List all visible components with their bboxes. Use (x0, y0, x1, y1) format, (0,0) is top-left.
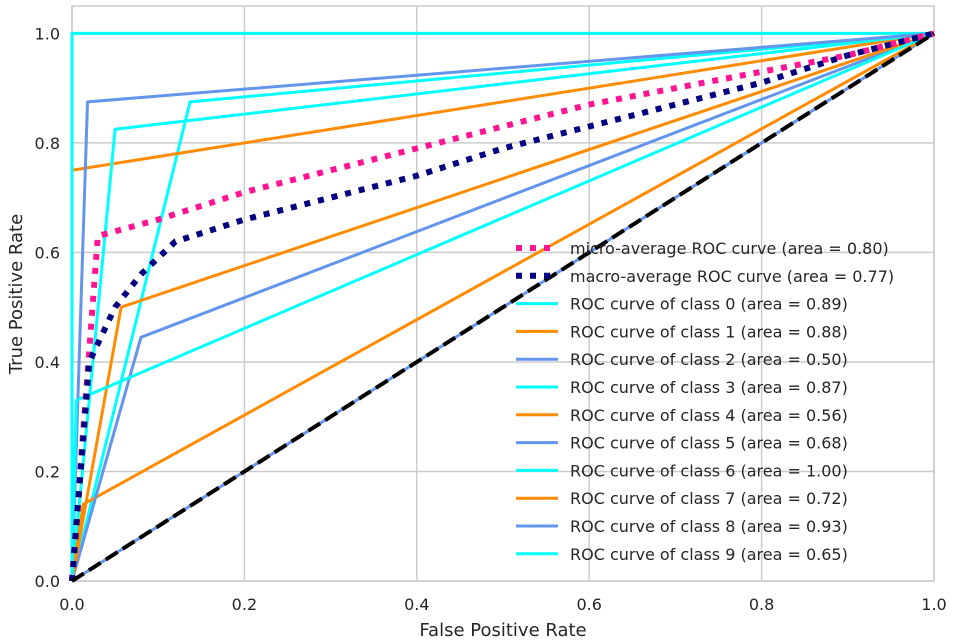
legend-label-10: ROC curve of class 8 (area = 0.93) (570, 517, 848, 536)
legend: micro-average ROC curve (area = 0.80) mac… (516, 239, 894, 564)
chance-diagonal-line (70, 31, 936, 583)
x-tick-label: 0.8 (749, 595, 774, 614)
legend-label-11: ROC curve of class 9 (area = 0.65) (570, 545, 848, 564)
y-tick-label: 0.2 (35, 462, 60, 481)
y-tick-label: 1.0 (35, 24, 60, 43)
series-line-7 (70, 31, 935, 582)
series-layer (69, 30, 936, 583)
x-axis-label: False Positive Rate (419, 620, 586, 641)
series-line-8 (70, 31, 934, 581)
legend-label-8: ROC curve of class 6 (area = 1.00) (570, 461, 848, 480)
x-tick-label: 0.0 (59, 595, 84, 614)
x-tick-label: 1.0 (921, 595, 946, 614)
y-tick-label: 0.6 (35, 243, 60, 262)
series-line-5 (70, 31, 935, 582)
series-line-2 (70, 31, 935, 582)
series-line-1 (69, 30, 935, 582)
x-tick-label: 0.2 (232, 595, 257, 614)
legend-label-0: micro-average ROC curve (area = 0.80) (570, 239, 889, 258)
y-tick-labels: 0.0 0.2 0.4 0.6 0.8 1.0 (35, 24, 60, 591)
legend-label-2: ROC curve of class 0 (area = 0.89) (570, 295, 848, 314)
legend-label-7: ROC curve of class 5 (area = 0.68) (570, 434, 848, 453)
y-tick-label: 0.4 (35, 353, 60, 372)
y-axis-label: True Positive Rate (6, 214, 27, 375)
series-line-9 (70, 31, 935, 582)
x-tick-label: 0.4 (404, 595, 429, 614)
legend-label-5: ROC curve of class 3 (area = 0.87) (570, 378, 848, 397)
x-tick-label: 0.6 (576, 595, 601, 614)
y-tick-label: 0.0 (35, 572, 60, 591)
legend-label-4: ROC curve of class 2 (area = 0.50) (570, 350, 848, 369)
y-tick-label: 0.8 (35, 134, 60, 153)
series-line-11 (70, 32, 935, 582)
legend-label-9: ROC curve of class 7 (area = 0.72) (570, 489, 848, 508)
legend-label-1: macro-average ROC curve (area = 0.77) (570, 267, 894, 286)
x-tick-labels: 0.0 0.2 0.4 0.6 0.8 1.0 (59, 595, 946, 614)
legend-label-3: ROC curve of class 1 (area = 0.88) (570, 322, 848, 341)
legend-label-6: ROC curve of class 4 (area = 0.56) (570, 406, 848, 425)
